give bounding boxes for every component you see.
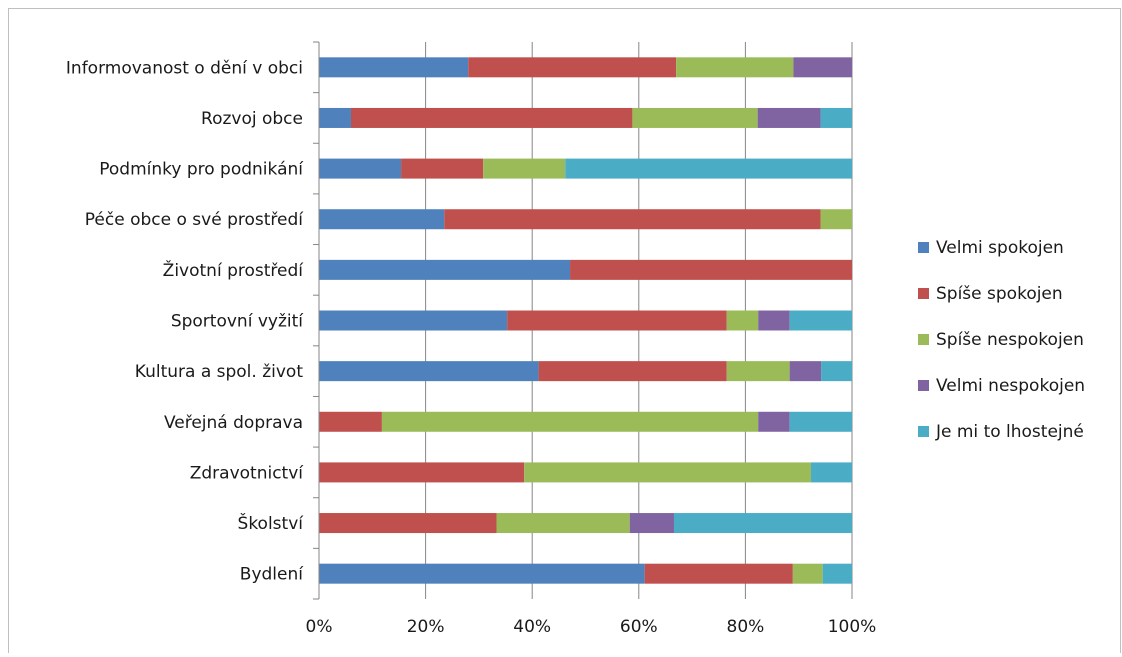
- axes: [313, 41, 320, 600]
- category-label: Rozvoj obce: [201, 109, 303, 129]
- bar-segment: [524, 462, 811, 483]
- bar-segment: [444, 209, 821, 230]
- bar-segment: [319, 513, 497, 534]
- bar-segment: [319, 57, 469, 78]
- bar-segment: [401, 158, 484, 179]
- bar-segment: [820, 209, 852, 230]
- bar-segment: [789, 411, 852, 432]
- x-tick-label: 60%: [620, 617, 658, 637]
- category-label: Péče obce o své prostředí: [85, 210, 304, 230]
- bar-segment: [810, 462, 852, 483]
- bar-segment: [319, 411, 382, 432]
- bar-segment: [496, 513, 630, 534]
- category-labels: Informovanost o dění v obci Rozvoj obce Po…: [66, 58, 304, 584]
- bar-segment: [789, 361, 822, 382]
- x-tick-labels: 0% 20% 40% 60% 80% 100%: [306, 617, 877, 637]
- bar-segment: [820, 107, 852, 128]
- bar-segment: [758, 310, 790, 331]
- bar-segment: [483, 158, 566, 179]
- bar-segment: [468, 57, 677, 78]
- bar-segment: [319, 462, 525, 483]
- category-label: Veřejná doprava: [164, 413, 303, 433]
- legend-swatch: [918, 242, 929, 253]
- bar-segment: [350, 107, 633, 128]
- category-label: Bydlení: [240, 565, 304, 585]
- bar-segment: [565, 158, 852, 179]
- bar-segment: [632, 107, 758, 128]
- legend-swatch: [918, 426, 929, 437]
- bar-segment: [644, 563, 793, 584]
- x-tick-label: 0%: [306, 617, 333, 637]
- bar-segment: [319, 361, 539, 382]
- bar-segment: [319, 259, 571, 280]
- legend-label: Velmi nespokojen: [936, 376, 1085, 396]
- bars: [319, 57, 852, 584]
- bar-segment: [676, 57, 794, 78]
- category-label: Informovanost o dění v obci: [66, 58, 303, 78]
- x-tick-label: 20%: [407, 617, 445, 637]
- legend-label: Spíše nespokojen: [936, 330, 1084, 350]
- bar-segment: [507, 310, 727, 331]
- x-tick-label: 40%: [513, 617, 551, 637]
- category-label: Kultura a spol. život: [135, 362, 304, 382]
- bar-segment: [319, 209, 445, 230]
- x-tick-label: 80%: [727, 617, 765, 637]
- legend-label: Spíše spokojen: [936, 284, 1063, 304]
- bar-segment: [319, 158, 402, 179]
- category-label: Zdravotnictví: [190, 463, 305, 483]
- bar-segment: [538, 361, 727, 382]
- x-tick-label: 100%: [828, 617, 877, 637]
- bar-segment: [792, 563, 823, 584]
- bar-segment: [757, 107, 821, 128]
- bar-segment: [789, 310, 852, 331]
- legend-swatch: [918, 380, 929, 391]
- category-label: Životní prostředí: [163, 259, 305, 281]
- bar-segment: [319, 107, 351, 128]
- category-label: Sportovní vyžití: [171, 312, 304, 332]
- bar-segment: [726, 310, 759, 331]
- bar-segment: [570, 259, 852, 280]
- bar-segment: [822, 563, 852, 584]
- legend-label: Je mi to lhostejné: [935, 422, 1084, 442]
- bar-segment: [793, 57, 852, 78]
- bar-segment: [319, 563, 645, 584]
- legend-swatch: [918, 288, 929, 299]
- bar-segment: [629, 513, 674, 534]
- category-label: Podmínky pro podnikání: [99, 160, 304, 180]
- bar-segment: [673, 513, 852, 534]
- bar-segment: [821, 361, 852, 382]
- legend: Velmi spokojen Spíše spokojen Spíše nespok…: [918, 238, 1085, 442]
- legend-label: Velmi spokojen: [936, 238, 1064, 258]
- bar-segment: [319, 310, 508, 331]
- category-label: Školství: [238, 512, 305, 534]
- legend-swatch: [918, 334, 929, 345]
- bar-segment: [758, 411, 790, 432]
- bar-segment: [726, 361, 790, 382]
- bar-segment: [381, 411, 759, 432]
